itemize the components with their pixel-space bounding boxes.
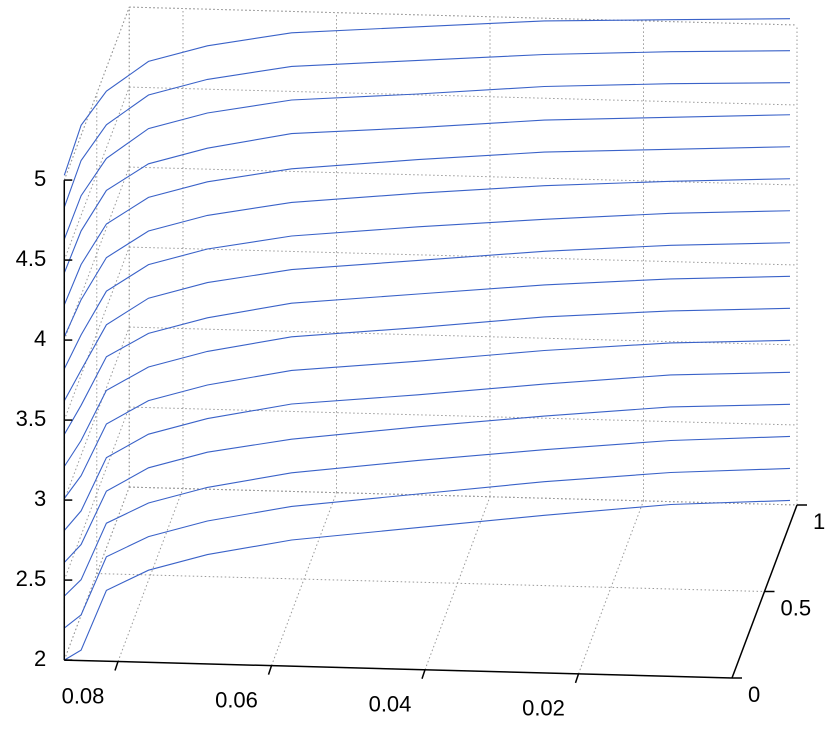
grid-line — [129, 486, 798, 506]
x-tick — [267, 665, 273, 675]
grid-line — [129, 406, 798, 426]
grid-line — [129, 326, 798, 346]
grid-line — [63, 166, 130, 341]
grid-line — [578, 500, 644, 675]
x-tick — [421, 669, 426, 679]
x-tick-label: 0.06 — [215, 687, 258, 712]
mesh-line — [63, 82, 790, 240]
mesh-line — [63, 242, 790, 402]
surface — [63, 18, 790, 661]
grid-line — [271, 492, 337, 666]
mesh-line — [63, 467, 790, 629]
mesh-line — [63, 114, 790, 274]
x-tick-label: 0.04 — [369, 692, 412, 717]
z-tick-label: 3.5 — [16, 406, 47, 431]
y-tick-label: 0.5 — [781, 595, 812, 620]
mesh-line — [63, 146, 790, 306]
mesh-line — [63, 50, 790, 208]
mesh-line — [63, 339, 790, 499]
x-tick-label: 0.08 — [62, 683, 105, 708]
grid-line — [96, 573, 765, 592]
mesh-line — [64, 499, 790, 661]
x-axis — [64, 659, 733, 679]
grid-line — [63, 86, 130, 261]
grid-line — [129, 166, 798, 186]
z-tick-label: 4 — [34, 326, 46, 351]
mesh-line — [63, 275, 790, 435]
mesh-line — [63, 371, 790, 531]
z-tick-label: 5 — [34, 166, 46, 191]
z-tick-label: 4.5 — [16, 246, 47, 271]
grid-line — [129, 246, 798, 266]
mesh-line — [63, 307, 790, 467]
z-tick-label: 3 — [34, 486, 46, 511]
y-tick-label: 1 — [813, 509, 825, 534]
mesh-line — [63, 435, 790, 597]
z-tick-label: 2 — [34, 646, 46, 671]
grid-line — [129, 86, 798, 106]
z-tick-label: 2.5 — [16, 566, 47, 591]
mesh-line — [63, 403, 790, 563]
x-tick — [114, 661, 119, 671]
grid-line — [63, 246, 130, 421]
mesh-line — [63, 178, 790, 338]
y-axis — [731, 504, 798, 679]
y-tick-label: 0 — [748, 682, 760, 707]
grid-line — [129, 6, 798, 26]
grid-line — [117, 488, 184, 662]
grid-line — [63, 486, 130, 661]
grid-line — [63, 406, 130, 581]
grid-line — [63, 6, 130, 181]
axes: 0.08 0.06 0.04 0.02 0 0.5 1 2 2.5 3 3.5 4 4.5 5 — [16, 166, 826, 721]
x-tick-label: 0.02 — [522, 696, 565, 721]
x-tick — [574, 673, 580, 684]
mesh-line — [63, 18, 790, 176]
grid-line — [63, 326, 130, 501]
mesh-line — [63, 210, 790, 370]
